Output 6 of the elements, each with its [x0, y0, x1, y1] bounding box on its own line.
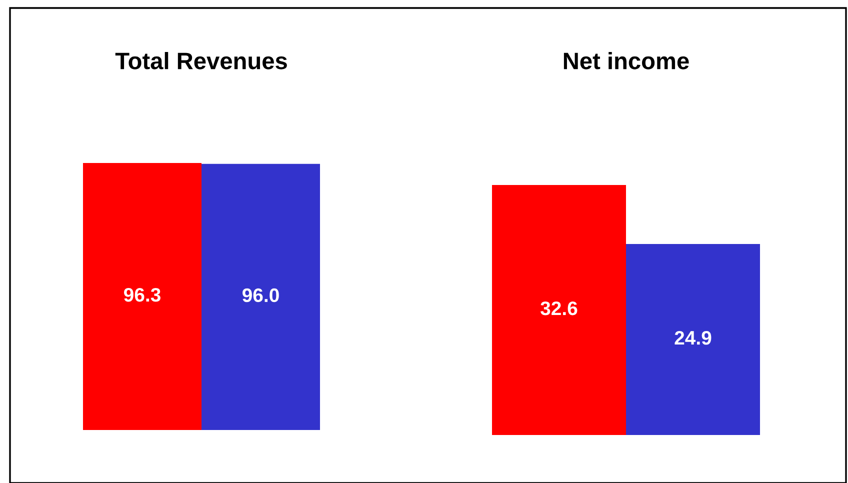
chart-title: Total Revenues	[115, 52, 287, 70]
data-label: 32.6	[540, 301, 578, 316]
chart-title: Net income	[564, 52, 689, 70]
data-label: 24.9	[674, 330, 712, 345]
data-label: 96.0	[242, 288, 279, 302]
data-label: 96.3	[124, 288, 160, 302]
